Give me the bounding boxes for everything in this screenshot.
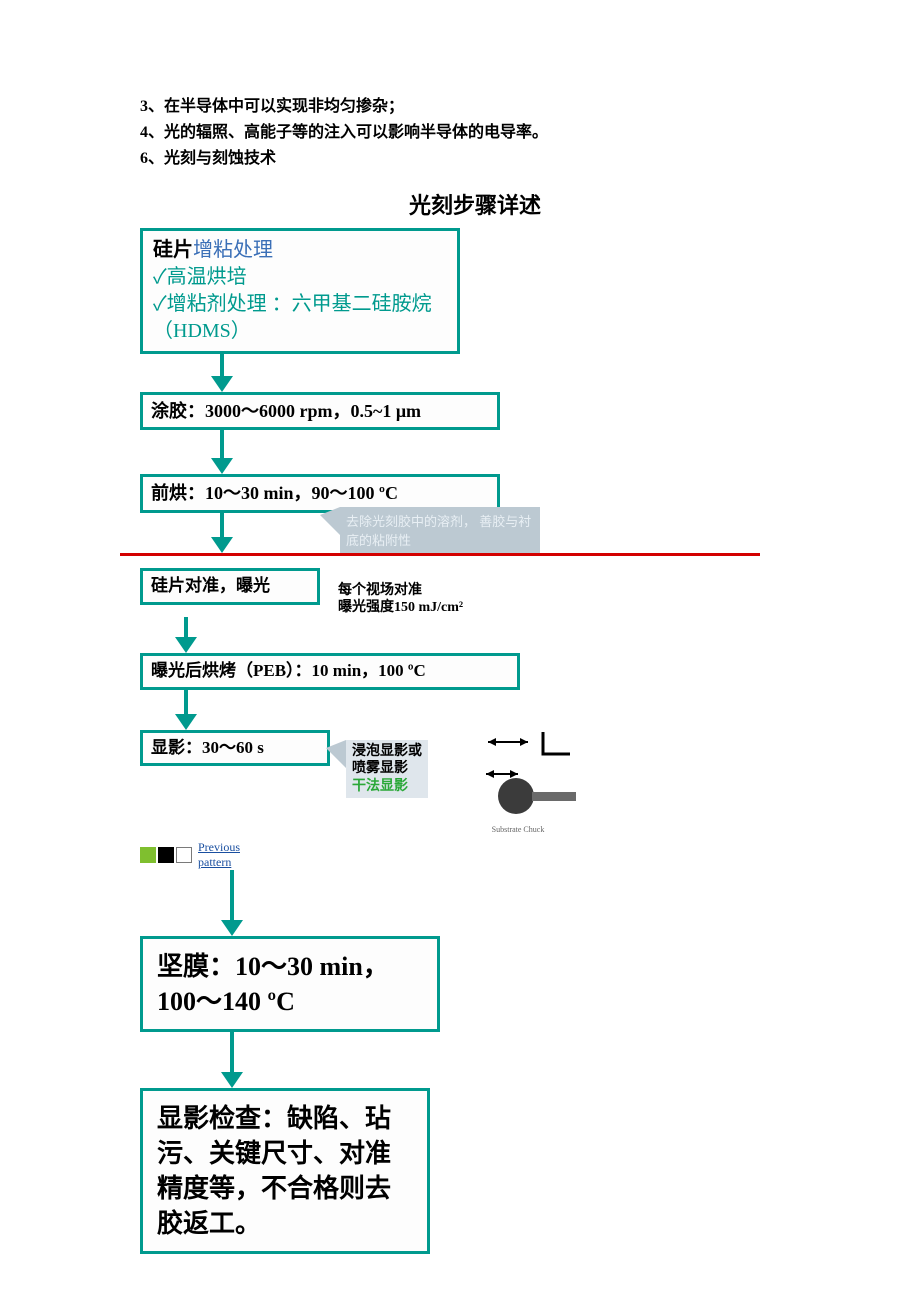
section-title: 6、光刻与刻蚀技术 — [140, 144, 920, 168]
intro-line-1: 3、在半导体中可以实现非均匀掺杂； — [140, 92, 920, 116]
arrow-1 — [220, 354, 760, 392]
step1-check1: ✓高温烘培 — [153, 266, 247, 288]
step7-box: 坚膜：10～30 min，100～140 ºC — [140, 936, 440, 1032]
step2-box: 涂胶：3000～6000 rpm，0.5~1 μm — [140, 392, 500, 430]
prev-pattern-label: Previous pattern — [198, 840, 240, 870]
step8-box: 显影检查：缺陷、玷污、关键尺寸、对准精度等，不合格则去胶返工。 — [140, 1088, 430, 1254]
arrow-3 — [220, 513, 233, 553]
arrow-2 — [220, 430, 760, 474]
chuck-label: Substrate Chuck — [458, 825, 578, 834]
step1-box: 硅片增粘处理 ✓高温烘培 ✓增粘剂处理 ：六甲基二硅胺烷（HDMS） — [140, 228, 460, 354]
chuck-svg — [458, 730, 578, 820]
chuck-illustration: Substrate Chuck — [458, 730, 578, 834]
step6-note2: 干法显影 — [352, 778, 422, 796]
step3-callout: 去除光刻胶中的溶剂， 善胶与衬底的粘附性 — [340, 507, 540, 553]
callout-tail-2 — [326, 740, 346, 768]
callout-tail-1 — [320, 507, 340, 535]
prev-pattern-squares — [140, 847, 192, 863]
intro-text: 3、在半导体中可以实现非均匀掺杂； 4、光的辐照、高能子等的注入可以影响半导体的… — [140, 92, 920, 168]
step6-note1: 浸泡显影或 喷雾显影 — [352, 743, 422, 778]
step4-box: 硅片对准，曝光 — [140, 568, 320, 605]
arrow-4 — [184, 617, 760, 653]
step1-blue: 增粘处理 — [193, 239, 273, 261]
step6-box: 显影：30～60 s — [140, 730, 330, 767]
step4-note: 每个视场对准 曝光强度150 mJ/cm² — [338, 582, 463, 617]
page: 3、在半导体中可以实现非均匀掺杂； 4、光的辐照、高能子等的注入可以影响半导体的… — [0, 0, 920, 1294]
step1-check2: ✓增粘剂处理 ：六甲基二硅胺烷（HDMS） — [153, 293, 432, 342]
arrow-5 — [184, 690, 760, 730]
flowchart: 光刻步骤详述 硅片增粘处理 ✓高温烘培 ✓增粘剂处理 ：六甲基二硅胺烷（HDMS… — [140, 188, 760, 1254]
intro-line-2: 4、光的辐照、高能子等的注入可以影响半导体的电导率。 — [140, 118, 920, 142]
step5-box: 曝光后烘烤（PEB）：10 min，100 ºC — [140, 653, 520, 690]
arrow-7 — [230, 1032, 760, 1088]
step1-black: 硅片 — [153, 239, 193, 261]
arrow-6 — [230, 870, 760, 936]
diagram-title: 光刻步骤详述 — [140, 188, 760, 220]
